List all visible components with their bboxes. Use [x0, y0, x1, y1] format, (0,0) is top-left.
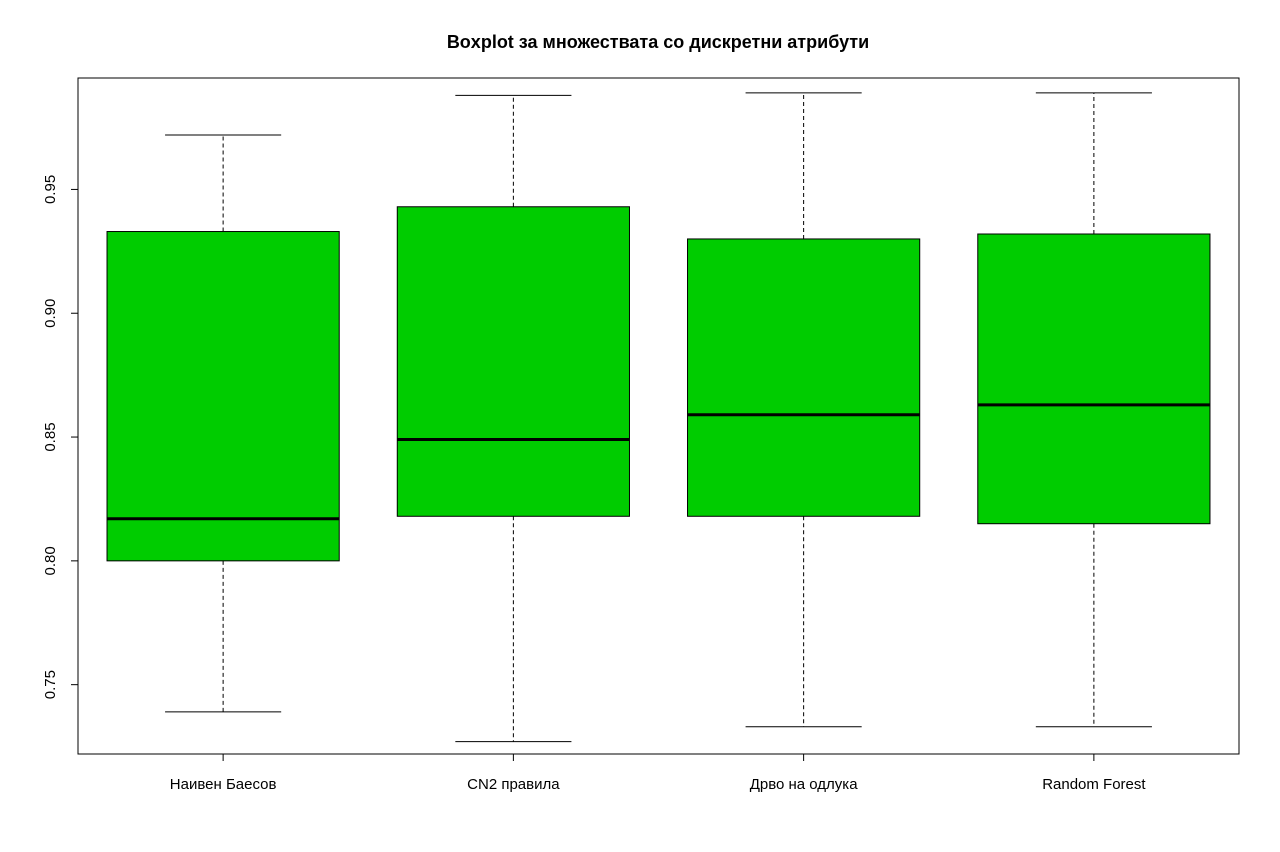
- y-tick-label: 0.85: [42, 422, 59, 451]
- x-tick-label: CN2 правила: [467, 776, 560, 793]
- iqr-box: [396, 206, 630, 517]
- plot-frame: [77, 77, 1240, 755]
- y-tick-label: 0.95: [42, 175, 59, 204]
- y-axis: 0.75 0.80 0.85 0.90 0.95: [42, 175, 78, 699]
- x-axis: Наивен Баесов CN2 правила Дрво на одлука Ra…: [170, 754, 1146, 793]
- y-tick-label: 0.80: [42, 546, 59, 575]
- boxes-group: [106, 92, 1211, 743]
- box-2: [396, 94, 630, 743]
- x-tick-label: Random Forest: [1042, 776, 1146, 793]
- iqr-box: [977, 233, 1211, 525]
- iqr-box: [106, 231, 340, 562]
- box-3: [687, 92, 921, 728]
- iqr-box: [687, 238, 921, 517]
- box-1: [106, 134, 340, 713]
- y-tick-label: 0.75: [42, 670, 59, 699]
- box-4: [977, 92, 1211, 728]
- x-tick-label: Наивен Баесов: [170, 776, 277, 793]
- chart-title: Boxplot за множествата со дискретни атри…: [447, 32, 869, 52]
- y-tick-label: 0.90: [42, 299, 59, 328]
- x-tick-label: Дрво на одлука: [750, 776, 859, 793]
